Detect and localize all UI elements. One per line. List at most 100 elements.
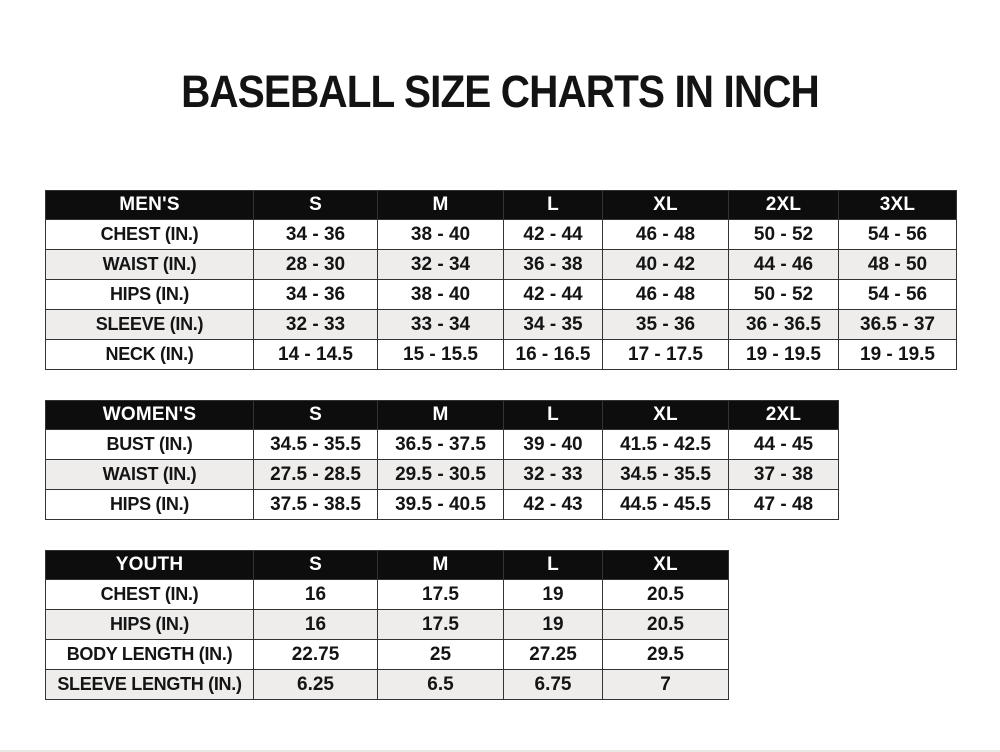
- size-column-header: XL: [602, 190, 729, 220]
- measurement-label: NECK (IN.): [45, 339, 254, 370]
- size-column-header: M: [377, 190, 504, 220]
- size-value-cell: 16: [253, 609, 378, 640]
- size-value-cell: 44 - 45: [728, 429, 839, 460]
- table-row: HIPS (IN.) 34 - 36 38 - 40 42 - 44 46 - 48 50…: [45, 279, 957, 310]
- size-value-cell: 34 - 35: [503, 309, 603, 340]
- size-value-cell: 39 - 40: [503, 429, 603, 460]
- table-row: WAIST (IN.) 27.5 - 28.5 29.5 - 30.5 32 - 33…: [45, 459, 839, 490]
- size-value-cell: 41.5 - 42.5: [602, 429, 729, 460]
- size-column-header: 2XL: [728, 190, 839, 220]
- size-column-header: L: [503, 190, 603, 220]
- size-value-cell: 50 - 52: [728, 219, 839, 250]
- size-column-header: S: [253, 190, 378, 220]
- mens-size-table: MEN'S S M L XL 2XL 3XL CHEST (IN.) 34 - 36 38 - 4…: [45, 190, 957, 370]
- table-row: CHEST (IN.) 16 17.5 19 20.5: [45, 579, 729, 610]
- size-column-header: L: [503, 550, 603, 580]
- size-value-cell: 22.75: [253, 639, 378, 670]
- measurement-label: BUST (IN.): [45, 429, 254, 460]
- size-value-cell: 17.5: [377, 609, 504, 640]
- size-column-header: S: [253, 550, 378, 580]
- size-table-header-row: WOMEN'S S M L XL 2XL: [45, 400, 839, 430]
- size-value-cell: 32 - 33: [503, 459, 603, 490]
- youth-size-table: YOUTH S M L XL CHEST (IN.) 16 17.5 19 20.5 HIPS (I…: [45, 550, 729, 700]
- size-value-cell: 37 - 38: [728, 459, 839, 490]
- size-value-cell: 19 - 19.5: [838, 339, 957, 370]
- table-row: HIPS (IN.) 37.5 - 38.5 39.5 - 40.5 42 - 43 4…: [45, 489, 839, 520]
- size-value-cell: 35 - 36: [602, 309, 729, 340]
- size-value-cell: 42 - 44: [503, 219, 603, 250]
- size-table-header-row: YOUTH S M L XL: [45, 550, 729, 580]
- size-value-cell: 42 - 43: [503, 489, 603, 520]
- size-column-header: 3XL: [838, 190, 957, 220]
- size-value-cell: 27.5 - 28.5: [253, 459, 378, 490]
- size-value-cell: 34.5 - 35.5: [253, 429, 378, 460]
- size-value-cell: 7: [602, 669, 729, 700]
- size-value-cell: 42 - 44: [503, 279, 603, 310]
- page-title: BASEBALL SIZE CHARTS IN INCH: [181, 66, 820, 117]
- size-value-cell: 44 - 46: [728, 249, 839, 280]
- size-column-header: XL: [602, 400, 729, 430]
- measurement-label: HIPS (IN.): [45, 609, 254, 640]
- size-value-cell: 29.5: [602, 639, 729, 670]
- size-value-cell: 46 - 48: [602, 279, 729, 310]
- group-label: YOUTH: [45, 550, 254, 580]
- table-row: SLEEVE (IN.) 32 - 33 33 - 34 34 - 35 35 - 36…: [45, 309, 957, 340]
- table-row: HIPS (IN.) 16 17.5 19 20.5: [45, 609, 729, 640]
- size-value-cell: 46 - 48: [602, 219, 729, 250]
- size-value-cell: 29.5 - 30.5: [377, 459, 504, 490]
- size-value-cell: 17 - 17.5: [602, 339, 729, 370]
- size-value-cell: 38 - 40: [377, 219, 504, 250]
- size-value-cell: 16 - 16.5: [503, 339, 603, 370]
- size-value-cell: 6.25: [253, 669, 378, 700]
- womens-size-table: WOMEN'S S M L XL 2XL BUST (IN.) 34.5 - 35.5 36.5…: [45, 400, 839, 520]
- size-value-cell: 20.5: [602, 579, 729, 610]
- measurement-label: BODY LENGTH (IN.): [45, 639, 254, 670]
- measurement-label: HIPS (IN.): [45, 489, 254, 520]
- table-row: SLEEVE LENGTH (IN.) 6.25 6.5 6.75 7: [45, 669, 729, 700]
- size-value-cell: 19: [503, 609, 603, 640]
- size-value-cell: 37.5 - 38.5: [253, 489, 378, 520]
- size-value-cell: 19: [503, 579, 603, 610]
- size-column-header: XL: [602, 550, 729, 580]
- size-value-cell: 25: [377, 639, 504, 670]
- size-table-header-row: MEN'S S M L XL 2XL 3XL: [45, 190, 957, 220]
- measurement-label: HIPS (IN.): [45, 279, 254, 310]
- size-value-cell: 33 - 34: [377, 309, 504, 340]
- group-label: WOMEN'S: [45, 400, 254, 430]
- size-value-cell: 34 - 36: [253, 279, 378, 310]
- size-column-header: S: [253, 400, 378, 430]
- measurement-label: SLEEVE (IN.): [45, 309, 254, 340]
- size-value-cell: 40 - 42: [602, 249, 729, 280]
- size-value-cell: 17.5: [377, 579, 504, 610]
- table-row: BUST (IN.) 34.5 - 35.5 36.5 - 37.5 39 - 40 4…: [45, 429, 839, 460]
- measurement-label: CHEST (IN.): [45, 579, 254, 610]
- size-value-cell: 34.5 - 35.5: [602, 459, 729, 490]
- size-value-cell: 38 - 40: [377, 279, 504, 310]
- bottom-edge-artifact: [0, 750, 1000, 752]
- size-column-header: L: [503, 400, 603, 430]
- measurement-label: CHEST (IN.): [45, 219, 254, 250]
- table-row: BODY LENGTH (IN.) 22.75 25 27.25 29.5: [45, 639, 729, 670]
- size-value-cell: 36.5 - 37.5: [377, 429, 504, 460]
- size-value-cell: 36.5 - 37: [838, 309, 957, 340]
- size-value-cell: 54 - 56: [838, 279, 957, 310]
- measurement-label: WAIST (IN.): [45, 459, 254, 490]
- table-row: NECK (IN.) 14 - 14.5 15 - 15.5 16 - 16.5 17 …: [45, 339, 957, 370]
- size-value-cell: 28 - 30: [253, 249, 378, 280]
- size-value-cell: 19 - 19.5: [728, 339, 839, 370]
- size-value-cell: 50 - 52: [728, 279, 839, 310]
- size-value-cell: 39.5 - 40.5: [377, 489, 504, 520]
- size-value-cell: 6.5: [377, 669, 504, 700]
- size-value-cell: 20.5: [602, 609, 729, 640]
- table-row: WAIST (IN.) 28 - 30 32 - 34 36 - 38 40 - 42 4…: [45, 249, 957, 280]
- size-value-cell: 15 - 15.5: [377, 339, 504, 370]
- size-column-header: M: [377, 550, 504, 580]
- measurement-label: SLEEVE LENGTH (IN.): [45, 669, 254, 700]
- group-label: MEN'S: [45, 190, 254, 220]
- size-value-cell: 32 - 33: [253, 309, 378, 340]
- size-value-cell: 44.5 - 45.5: [602, 489, 729, 520]
- size-value-cell: 47 - 48: [728, 489, 839, 520]
- size-column-header: M: [377, 400, 504, 430]
- measurement-label: WAIST (IN.): [45, 249, 254, 280]
